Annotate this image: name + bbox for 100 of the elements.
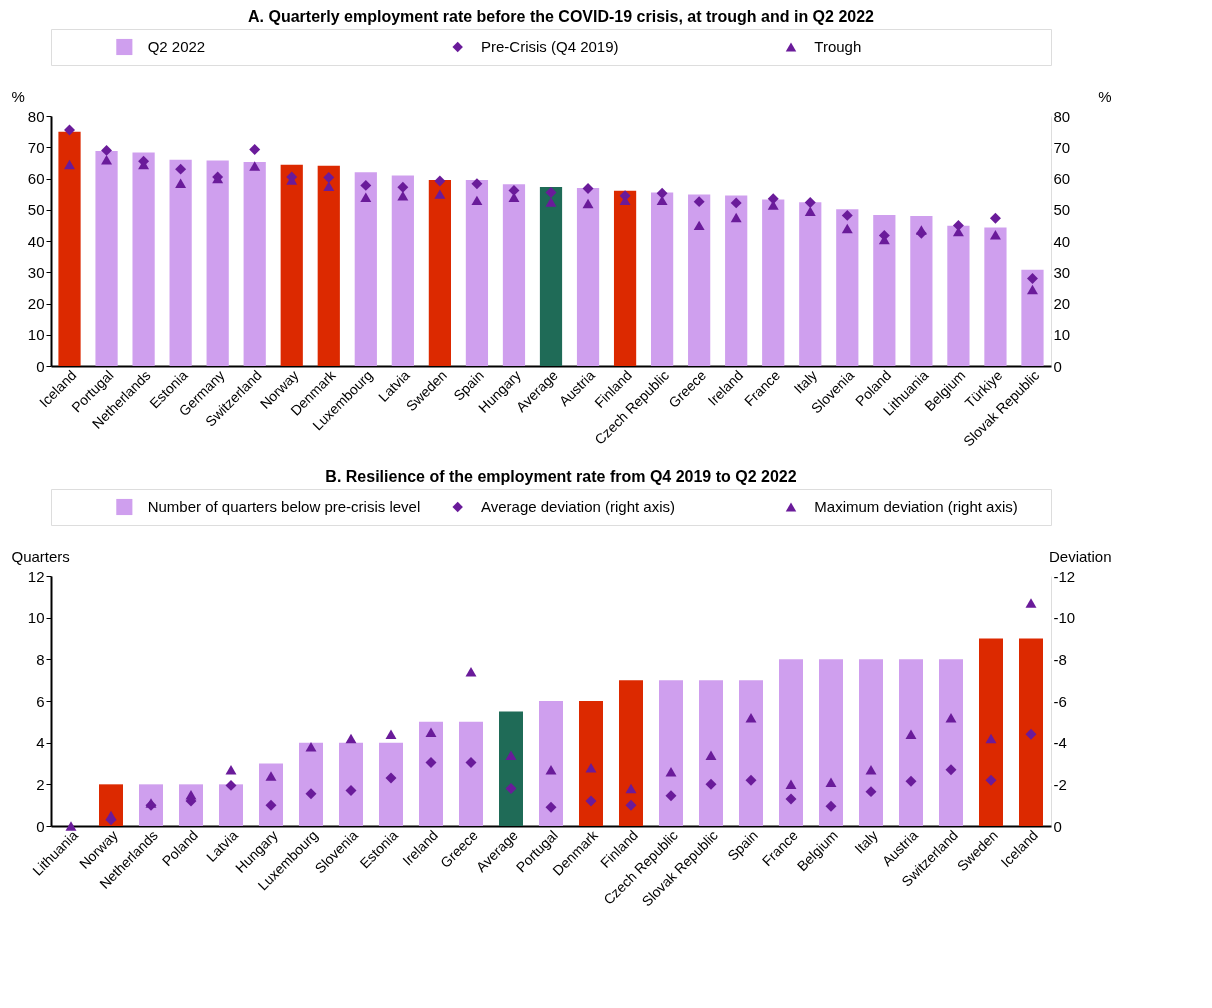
y2-tick-label: -8 — [1053, 650, 1067, 668]
point — [505, 750, 517, 760]
point — [65, 821, 77, 831]
bar — [339, 742, 363, 826]
y2-tick-label: 0 — [1053, 357, 1062, 375]
bar — [859, 659, 883, 826]
bar — [899, 659, 923, 826]
point — [1027, 273, 1038, 284]
point — [841, 209, 853, 221]
bar — [576, 187, 600, 366]
bar — [502, 184, 526, 366]
point — [64, 159, 75, 170]
bar — [939, 659, 963, 826]
bar — [379, 742, 403, 826]
point — [465, 667, 477, 677]
point — [305, 788, 317, 800]
point — [305, 742, 317, 752]
point — [397, 181, 409, 193]
point — [434, 189, 446, 199]
y2-tick-label: 20 — [1053, 295, 1071, 312]
point — [345, 733, 357, 744]
y-tick-label: 20 — [27, 295, 45, 312]
point — [915, 225, 927, 235]
bar — [539, 186, 563, 366]
bar — [465, 180, 489, 366]
legend-label: Number of quarters below pre-crisis level — [147, 498, 421, 515]
bar — [169, 159, 192, 366]
y2-tick-label: 60 — [1053, 170, 1071, 187]
bar — [836, 209, 859, 366]
y-tick-label: 50 — [27, 201, 45, 219]
y-tick-label: 2 — [36, 775, 45, 793]
point — [175, 178, 187, 188]
bar — [132, 152, 155, 366]
point — [785, 793, 797, 805]
legend-label: Trough — [814, 38, 862, 55]
point — [225, 779, 237, 791]
legend-label: Pre-Crisis (Q4 2019) — [481, 38, 619, 55]
y2-tick-label: 70 — [1053, 138, 1071, 156]
point — [730, 197, 742, 209]
bar — [391, 175, 414, 366]
point — [730, 212, 742, 223]
point — [985, 733, 997, 744]
bar — [219, 784, 243, 826]
bar — [419, 721, 443, 826]
point — [585, 762, 597, 773]
y2-axis-title: Deviation — [1048, 547, 1112, 565]
bar — [984, 227, 1007, 366]
x-tick-label: Italy — [851, 827, 881, 857]
point — [471, 178, 483, 190]
y2-tick-label: -12 — [1053, 567, 1076, 585]
bar — [139, 784, 163, 826]
point — [1025, 728, 1037, 740]
point — [865, 786, 877, 798]
point — [265, 771, 277, 781]
y2-axis-title: % — [1098, 87, 1112, 105]
y-axis-title: % — [11, 87, 25, 105]
y-tick-label: 10 — [27, 609, 45, 627]
point — [985, 774, 997, 786]
bar — [799, 202, 822, 366]
point — [745, 774, 757, 786]
point — [585, 795, 597, 807]
y-tick-label: 70 — [27, 138, 45, 156]
bar — [243, 161, 266, 366]
bar — [688, 194, 711, 366]
point — [360, 179, 372, 191]
point — [471, 195, 483, 206]
point — [360, 192, 372, 202]
bar — [539, 701, 563, 826]
point — [249, 143, 261, 155]
bar — [651, 192, 674, 366]
bar — [739, 680, 763, 826]
y-tick-label: 0 — [36, 817, 45, 835]
point — [905, 775, 917, 787]
point — [465, 756, 477, 768]
point — [825, 777, 837, 787]
bar — [299, 742, 323, 826]
bar — [979, 638, 1003, 826]
point — [625, 799, 637, 811]
point — [425, 756, 437, 768]
point — [705, 750, 717, 760]
bar — [206, 160, 229, 366]
y2-tick-label: -10 — [1053, 609, 1076, 627]
y-tick-label: 8 — [36, 650, 45, 668]
point — [804, 197, 816, 209]
bar — [179, 784, 203, 826]
bar — [619, 680, 643, 826]
point — [101, 144, 113, 156]
point — [785, 779, 797, 790]
point — [1025, 598, 1037, 608]
bar — [613, 190, 637, 366]
point — [385, 729, 397, 740]
point — [323, 172, 335, 184]
bar — [95, 151, 118, 366]
bar — [1019, 638, 1043, 826]
y-tick-label: 30 — [27, 263, 45, 281]
point — [175, 163, 187, 175]
legend-label: Q2 2022 — [147, 38, 206, 55]
point — [804, 206, 816, 217]
bar — [947, 225, 970, 366]
point — [705, 778, 717, 790]
